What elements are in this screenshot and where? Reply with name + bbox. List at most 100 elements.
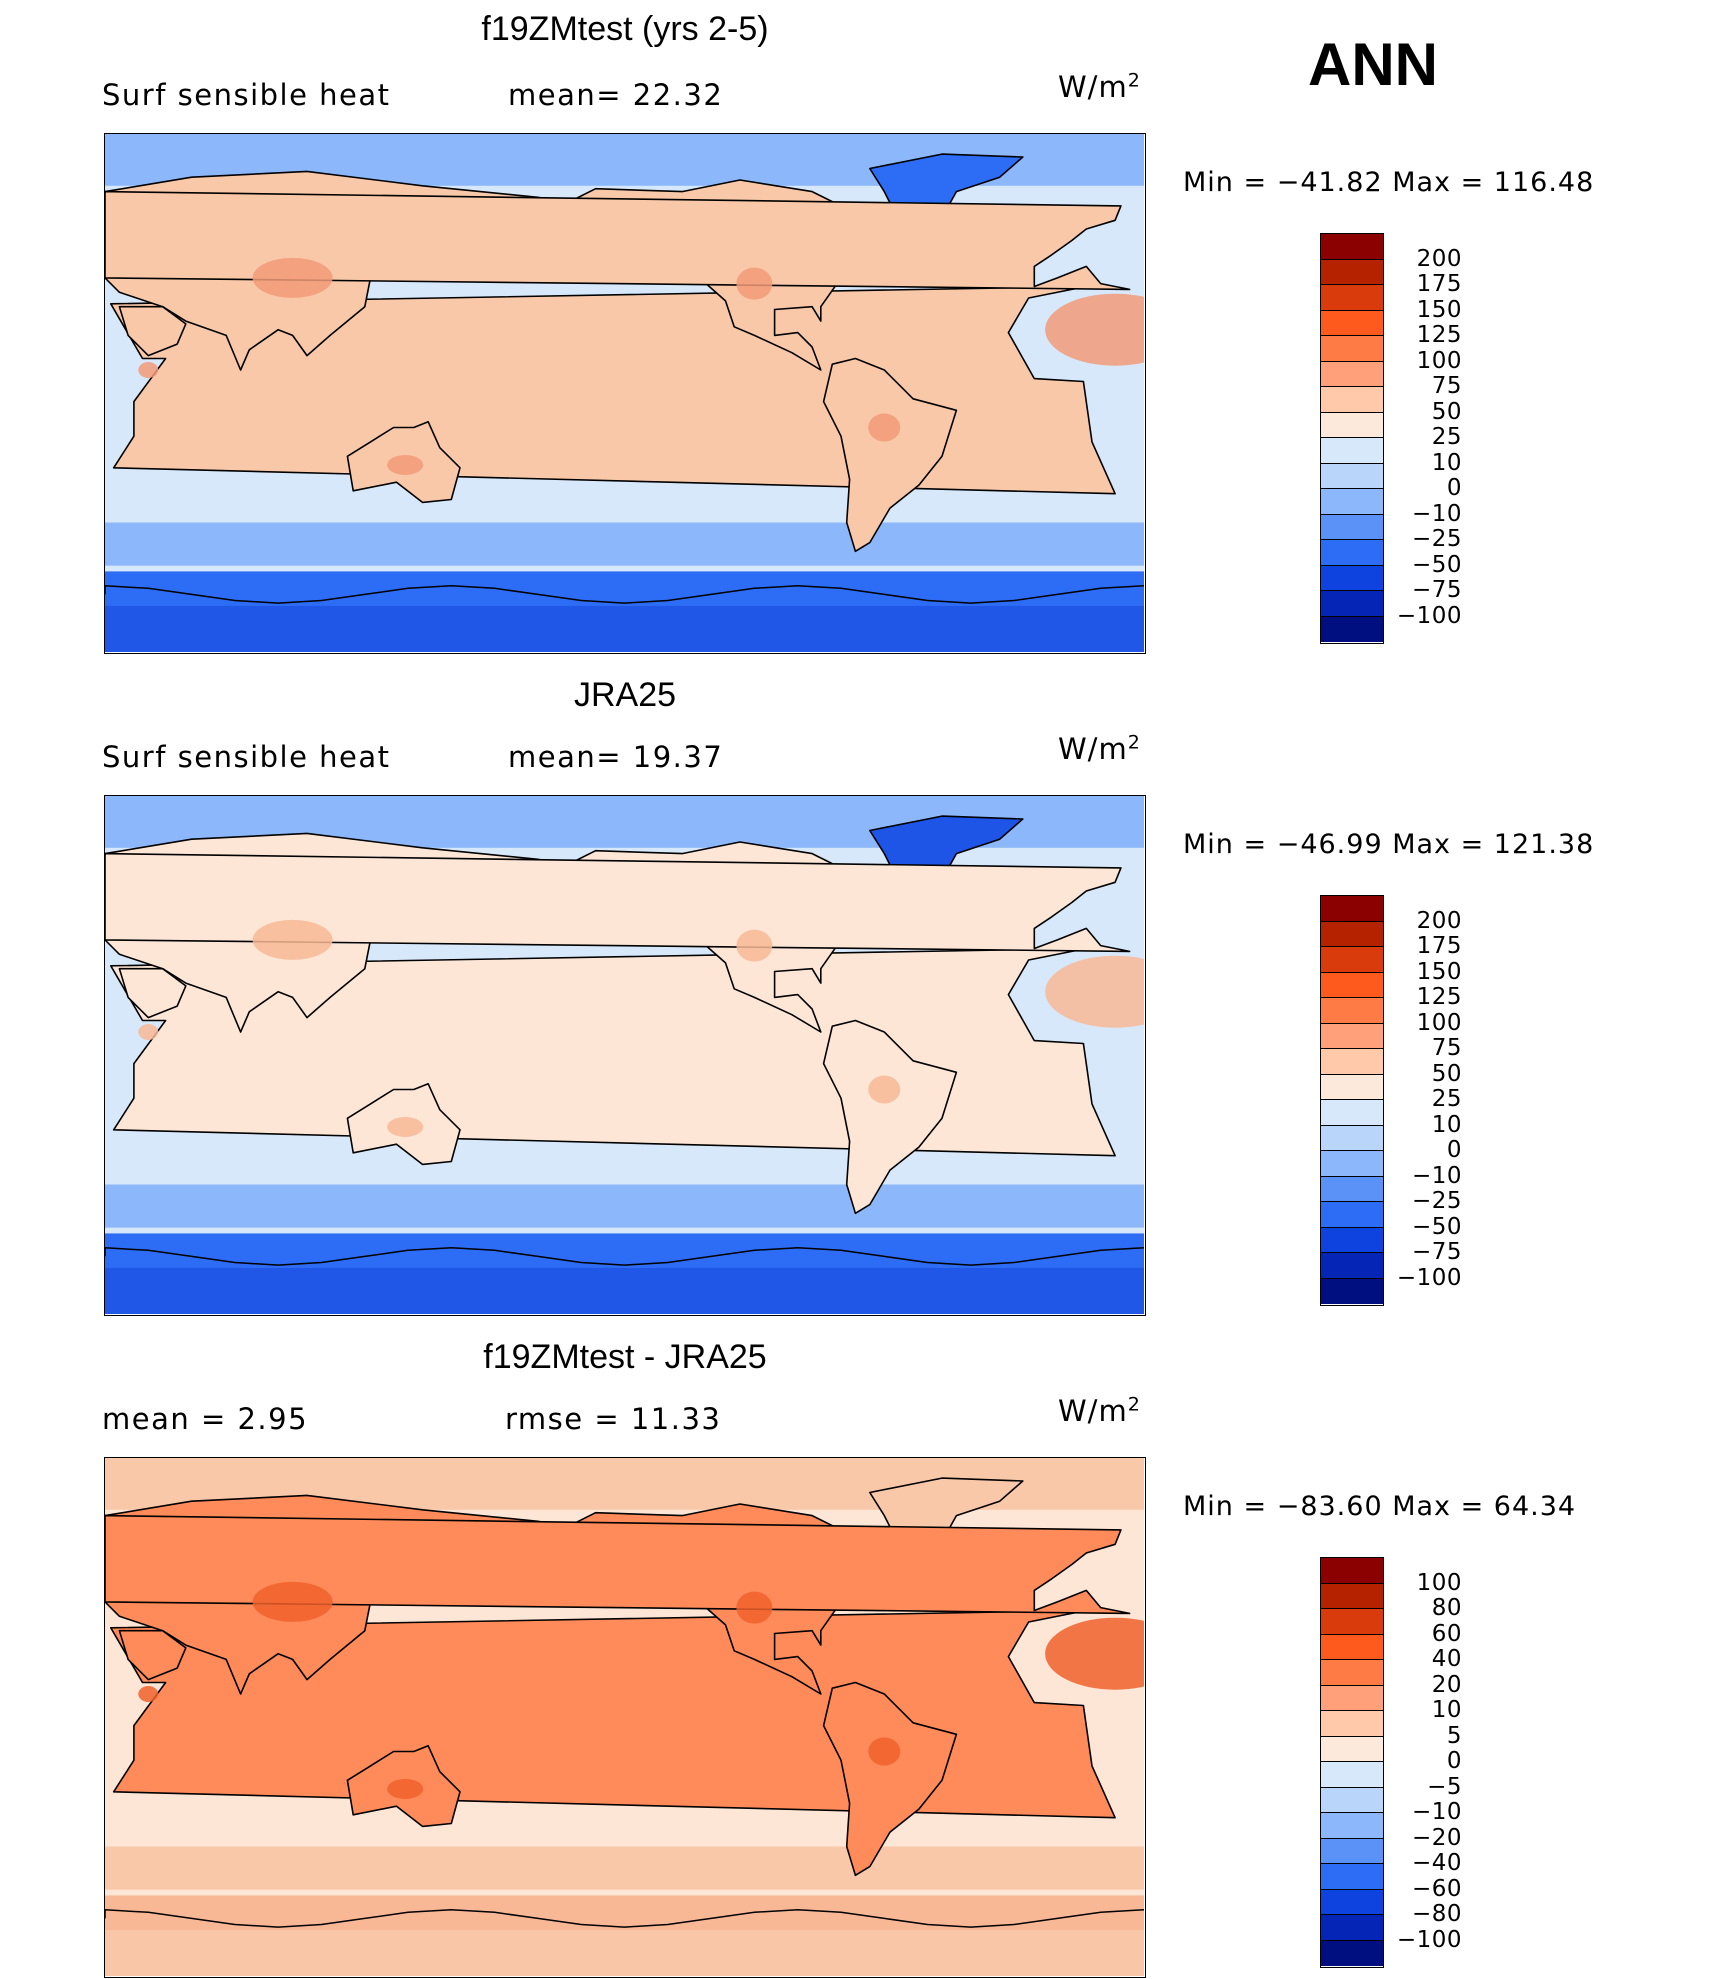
- colorbar-swatch: [1321, 1125, 1383, 1151]
- colorbar-swatch: [1321, 1762, 1383, 1788]
- colorbar-swatch: [1321, 387, 1383, 413]
- colorbar-tick-label: −100: [1396, 602, 1462, 629]
- antarctica-interior: [105, 605, 1144, 652]
- warm-anomaly-patch: [868, 413, 901, 442]
- colorbar-tick-label: −75: [1411, 1239, 1462, 1265]
- warm-anomaly-patch: [868, 1737, 901, 1766]
- continent-s_america: [822, 357, 958, 553]
- southern-ocean-band: [105, 522, 1144, 566]
- colorbar-swatch: [1321, 489, 1383, 515]
- colorbar-swatch: [1321, 1583, 1383, 1609]
- colorbar-swatch: [1321, 1100, 1383, 1126]
- colorbar-swatch: [1321, 1685, 1383, 1711]
- panel-3-title: f19ZMtest - JRA25: [483, 1338, 767, 1376]
- colorbar-tick-label: −75: [1411, 577, 1462, 603]
- colorbar-tick-label: 0: [1446, 1137, 1462, 1163]
- colorbar-swatch: [1321, 438, 1383, 464]
- warm-anomaly-patch: [736, 1591, 773, 1624]
- colorbar-tick-label: 5: [1446, 1722, 1462, 1749]
- panel-1-colorbar: [1320, 233, 1384, 644]
- colorbar-tick-label: 10: [1431, 449, 1462, 476]
- panel-1-minmax: Min = −41.82 Max = 116.48: [1183, 167, 1595, 198]
- colorbar-tick-label: 150: [1416, 296, 1462, 323]
- colorbar-tick-label: 0: [1446, 1748, 1462, 1774]
- continent-arabia: [118, 305, 187, 357]
- colorbar-swatch: [1321, 1202, 1383, 1228]
- panel-1-map: [104, 133, 1146, 654]
- colorbar-swatch: [1321, 1609, 1383, 1635]
- colorbar-tick-label: 200: [1416, 907, 1462, 934]
- colorbar-tick-label: 150: [1416, 958, 1462, 985]
- warm-anomaly-patch: [868, 1075, 901, 1104]
- colorbar-swatch: [1321, 1558, 1383, 1584]
- colorbar-swatch: [1321, 1278, 1383, 1304]
- colorbar-swatch: [1321, 1253, 1383, 1279]
- colorbar-tick-label: −80: [1411, 1901, 1462, 1927]
- warm-anomaly-patch: [138, 361, 159, 378]
- panel-2-mean-label: mean= 19.37: [508, 740, 724, 774]
- colorbar-swatch: [1321, 1889, 1383, 1915]
- colorbar-tick-label: 125: [1416, 322, 1462, 348]
- warm-anomaly-patch: [1045, 293, 1144, 366]
- panel-1-mean-label: mean= 22.32: [508, 78, 724, 112]
- colorbar-swatch: [1321, 1813, 1383, 1839]
- panel-3-map: [104, 1457, 1146, 1978]
- colorbar-tick-label: −60: [1411, 1875, 1462, 1902]
- warm-anomaly-patch: [736, 929, 773, 962]
- map-canvas: [105, 134, 1144, 652]
- colorbar-tick-label: 20: [1431, 1671, 1462, 1698]
- warm-anomaly-patch: [252, 919, 333, 960]
- colorbar-swatch: [1321, 947, 1383, 973]
- colorbar-tick-label: 175: [1416, 271, 1462, 297]
- continent-arabia: [118, 967, 187, 1019]
- colorbar-tick-label: 200: [1416, 245, 1462, 272]
- colorbar-swatch: [1321, 412, 1383, 438]
- panel-3-rmse-label: rmse = 11.33: [505, 1402, 722, 1436]
- panel-1-variable-label: Surf sensible heat: [102, 78, 391, 112]
- panel-3-minmax: Min = −83.60 Max = 64.34: [1183, 1491, 1577, 1522]
- colorbar-tick-label: 100: [1416, 1009, 1462, 1036]
- colorbar-tick-label: 100: [1416, 1569, 1462, 1596]
- colorbar-swatch: [1321, 310, 1383, 336]
- colorbar-tick-label: 75: [1431, 373, 1462, 399]
- panel-3-mean-label: mean = 2.95: [102, 1402, 309, 1436]
- colorbar-swatch: [1321, 1787, 1383, 1813]
- warm-anomaly-patch: [252, 257, 333, 298]
- continent-europe: [105, 852, 1131, 953]
- colorbar-swatch: [1321, 921, 1383, 947]
- colorbar-swatch: [1321, 285, 1383, 311]
- colorbar-tick-label: 50: [1431, 1060, 1462, 1087]
- colorbar-tick-label: −10: [1411, 1162, 1462, 1189]
- colorbar-tick-label: −50: [1411, 551, 1462, 578]
- panel-1-units: W/m2: [1058, 69, 1141, 104]
- warm-anomaly-patch: [387, 454, 424, 475]
- antarctica-coastline: [105, 585, 1144, 604]
- colorbar-tick-label: 75: [1431, 1035, 1462, 1061]
- colorbar-tick-label: −100: [1396, 1926, 1462, 1953]
- colorbar-tick-label: 50: [1431, 398, 1462, 425]
- colorbar-tick-label: −25: [1411, 1188, 1462, 1214]
- colorbar-swatch: [1321, 1049, 1383, 1075]
- continent-s_america: [822, 1681, 958, 1877]
- southern-ocean-band: [105, 1846, 1144, 1890]
- colorbar-swatch: [1321, 896, 1383, 922]
- warm-anomaly-patch: [252, 1581, 333, 1622]
- colorbar-swatch: [1321, 591, 1383, 617]
- map-canvas: [105, 1458, 1144, 1976]
- continent-arabia: [118, 1629, 187, 1681]
- colorbar-swatch: [1321, 1227, 1383, 1253]
- colorbar-swatch: [1321, 616, 1383, 642]
- continent-s_america: [822, 1019, 958, 1215]
- warm-anomaly-patch: [138, 1023, 159, 1040]
- colorbar-tick-label: −10: [1411, 1799, 1462, 1825]
- colorbar-swatch: [1321, 1151, 1383, 1177]
- colorbar-swatch: [1321, 1838, 1383, 1864]
- panel-2-colorbar: [1320, 895, 1384, 1306]
- colorbar-swatch: [1321, 514, 1383, 540]
- colorbar-tick-label: 10: [1431, 1111, 1462, 1138]
- colorbar-tick-label: 80: [1431, 1595, 1462, 1621]
- panel-2-title: JRA25: [573, 676, 677, 714]
- warm-anomaly-patch: [387, 1116, 424, 1137]
- colorbar-swatch: [1321, 259, 1383, 285]
- colorbar-tick-label: −40: [1411, 1850, 1462, 1876]
